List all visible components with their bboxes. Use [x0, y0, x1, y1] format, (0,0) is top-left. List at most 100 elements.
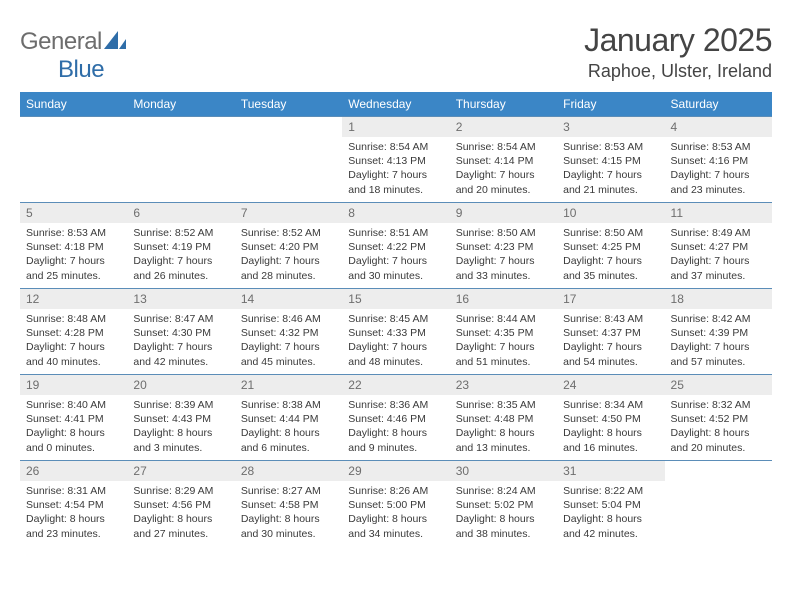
- day-details: Sunrise: 8:53 AMSunset: 4:16 PMDaylight:…: [665, 137, 772, 201]
- day-details: Sunrise: 8:51 AMSunset: 4:22 PMDaylight:…: [342, 223, 449, 287]
- calendar-day-cell: [127, 117, 234, 203]
- calendar-week-row: 12Sunrise: 8:48 AMSunset: 4:28 PMDayligh…: [20, 289, 772, 375]
- day-number: 5: [20, 203, 127, 223]
- calendar-day-cell: [235, 117, 342, 203]
- day-details: Sunrise: 8:35 AMSunset: 4:48 PMDaylight:…: [450, 395, 557, 459]
- day-details: Sunrise: 8:44 AMSunset: 4:35 PMDaylight:…: [450, 309, 557, 373]
- calendar-day-cell: 22Sunrise: 8:36 AMSunset: 4:46 PMDayligh…: [342, 375, 449, 461]
- calendar-day-cell: 19Sunrise: 8:40 AMSunset: 4:41 PMDayligh…: [20, 375, 127, 461]
- calendar-day-cell: 7Sunrise: 8:52 AMSunset: 4:20 PMDaylight…: [235, 203, 342, 289]
- day-details: Sunrise: 8:45 AMSunset: 4:33 PMDaylight:…: [342, 309, 449, 373]
- day-number: 29: [342, 461, 449, 481]
- calendar-day-cell: [20, 117, 127, 203]
- logo: General Blue: [20, 28, 126, 84]
- logo-text-blue: Blue: [58, 56, 104, 83]
- day-number: 16: [450, 289, 557, 309]
- day-number: 2: [450, 117, 557, 137]
- day-details: Sunrise: 8:31 AMSunset: 4:54 PMDaylight:…: [20, 481, 127, 545]
- day-details: Sunrise: 8:32 AMSunset: 4:52 PMDaylight:…: [665, 395, 772, 459]
- day-details: Sunrise: 8:22 AMSunset: 5:04 PMDaylight:…: [557, 481, 664, 545]
- day-number: 13: [127, 289, 234, 309]
- calendar-day-cell: 1Sunrise: 8:54 AMSunset: 4:13 PMDaylight…: [342, 117, 449, 203]
- day-number: 6: [127, 203, 234, 223]
- calendar-day-cell: 8Sunrise: 8:51 AMSunset: 4:22 PMDaylight…: [342, 203, 449, 289]
- day-details: Sunrise: 8:52 AMSunset: 4:19 PMDaylight:…: [127, 223, 234, 287]
- day-details: Sunrise: 8:36 AMSunset: 4:46 PMDaylight:…: [342, 395, 449, 459]
- calendar-day-cell: 13Sunrise: 8:47 AMSunset: 4:30 PMDayligh…: [127, 289, 234, 375]
- weekday-header: Wednesday: [342, 92, 449, 117]
- day-number: 14: [235, 289, 342, 309]
- calendar-day-cell: 11Sunrise: 8:49 AMSunset: 4:27 PMDayligh…: [665, 203, 772, 289]
- calendar-table: SundayMondayTuesdayWednesdayThursdayFrid…: [20, 92, 772, 547]
- day-details: Sunrise: 8:26 AMSunset: 5:00 PMDaylight:…: [342, 481, 449, 545]
- day-details: Sunrise: 8:47 AMSunset: 4:30 PMDaylight:…: [127, 309, 234, 373]
- month-title: January 2025: [584, 22, 772, 59]
- calendar-week-row: 5Sunrise: 8:53 AMSunset: 4:18 PMDaylight…: [20, 203, 772, 289]
- day-details: Sunrise: 8:54 AMSunset: 4:13 PMDaylight:…: [342, 137, 449, 201]
- day-number: 19: [20, 375, 127, 395]
- weekday-header: Saturday: [665, 92, 772, 117]
- weekday-header: Thursday: [450, 92, 557, 117]
- day-number: 10: [557, 203, 664, 223]
- day-details: Sunrise: 8:42 AMSunset: 4:39 PMDaylight:…: [665, 309, 772, 373]
- weekday-header: Tuesday: [235, 92, 342, 117]
- day-details: Sunrise: 8:53 AMSunset: 4:18 PMDaylight:…: [20, 223, 127, 287]
- calendar-day-cell: 14Sunrise: 8:46 AMSunset: 4:32 PMDayligh…: [235, 289, 342, 375]
- calendar-day-cell: 23Sunrise: 8:35 AMSunset: 4:48 PMDayligh…: [450, 375, 557, 461]
- day-details: Sunrise: 8:38 AMSunset: 4:44 PMDaylight:…: [235, 395, 342, 459]
- day-number: 17: [557, 289, 664, 309]
- day-number: 3: [557, 117, 664, 137]
- day-number: 23: [450, 375, 557, 395]
- weekday-header: Friday: [557, 92, 664, 117]
- day-details: Sunrise: 8:50 AMSunset: 4:25 PMDaylight:…: [557, 223, 664, 287]
- day-details: Sunrise: 8:24 AMSunset: 5:02 PMDaylight:…: [450, 481, 557, 545]
- day-number: 15: [342, 289, 449, 309]
- day-details: Sunrise: 8:49 AMSunset: 4:27 PMDaylight:…: [665, 223, 772, 287]
- day-number: 11: [665, 203, 772, 223]
- title-block: January 2025 Raphoe, Ulster, Ireland: [584, 22, 772, 82]
- calendar-week-row: 1Sunrise: 8:54 AMSunset: 4:13 PMDaylight…: [20, 117, 772, 203]
- calendar-day-cell: 27Sunrise: 8:29 AMSunset: 4:56 PMDayligh…: [127, 461, 234, 547]
- calendar-day-cell: 12Sunrise: 8:48 AMSunset: 4:28 PMDayligh…: [20, 289, 127, 375]
- calendar-day-cell: 20Sunrise: 8:39 AMSunset: 4:43 PMDayligh…: [127, 375, 234, 461]
- calendar-day-cell: 17Sunrise: 8:43 AMSunset: 4:37 PMDayligh…: [557, 289, 664, 375]
- day-number: 18: [665, 289, 772, 309]
- day-number: 26: [20, 461, 127, 481]
- day-details: Sunrise: 8:40 AMSunset: 4:41 PMDaylight:…: [20, 395, 127, 459]
- day-details: Sunrise: 8:27 AMSunset: 4:58 PMDaylight:…: [235, 481, 342, 545]
- location: Raphoe, Ulster, Ireland: [584, 61, 772, 82]
- calendar-day-cell: 18Sunrise: 8:42 AMSunset: 4:39 PMDayligh…: [665, 289, 772, 375]
- calendar-day-cell: 28Sunrise: 8:27 AMSunset: 4:58 PMDayligh…: [235, 461, 342, 547]
- weekday-header-row: SundayMondayTuesdayWednesdayThursdayFrid…: [20, 92, 772, 117]
- calendar-day-cell: 3Sunrise: 8:53 AMSunset: 4:15 PMDaylight…: [557, 117, 664, 203]
- calendar-day-cell: 10Sunrise: 8:50 AMSunset: 4:25 PMDayligh…: [557, 203, 664, 289]
- calendar-week-row: 26Sunrise: 8:31 AMSunset: 4:54 PMDayligh…: [20, 461, 772, 547]
- day-number: 21: [235, 375, 342, 395]
- calendar-day-cell: 15Sunrise: 8:45 AMSunset: 4:33 PMDayligh…: [342, 289, 449, 375]
- day-details: Sunrise: 8:29 AMSunset: 4:56 PMDaylight:…: [127, 481, 234, 545]
- day-number: 4: [665, 117, 772, 137]
- calendar-day-cell: 24Sunrise: 8:34 AMSunset: 4:50 PMDayligh…: [557, 375, 664, 461]
- day-details: Sunrise: 8:54 AMSunset: 4:14 PMDaylight:…: [450, 137, 557, 201]
- calendar-day-cell: 2Sunrise: 8:54 AMSunset: 4:14 PMDaylight…: [450, 117, 557, 203]
- calendar-day-cell: 25Sunrise: 8:32 AMSunset: 4:52 PMDayligh…: [665, 375, 772, 461]
- calendar-day-cell: 29Sunrise: 8:26 AMSunset: 5:00 PMDayligh…: [342, 461, 449, 547]
- day-number: 1: [342, 117, 449, 137]
- day-details: Sunrise: 8:43 AMSunset: 4:37 PMDaylight:…: [557, 309, 664, 373]
- calendar-day-cell: 5Sunrise: 8:53 AMSunset: 4:18 PMDaylight…: [20, 203, 127, 289]
- header: General Blue January 2025 Raphoe, Ulster…: [20, 22, 772, 84]
- calendar-day-cell: 16Sunrise: 8:44 AMSunset: 4:35 PMDayligh…: [450, 289, 557, 375]
- day-details: Sunrise: 8:53 AMSunset: 4:15 PMDaylight:…: [557, 137, 664, 201]
- day-details: Sunrise: 8:50 AMSunset: 4:23 PMDaylight:…: [450, 223, 557, 287]
- calendar-day-cell: [665, 461, 772, 547]
- day-number: 8: [342, 203, 449, 223]
- day-number: 25: [665, 375, 772, 395]
- logo-text-general: General: [20, 28, 102, 55]
- day-number: 20: [127, 375, 234, 395]
- logo-sail-icon: [104, 28, 126, 55]
- calendar-day-cell: 4Sunrise: 8:53 AMSunset: 4:16 PMDaylight…: [665, 117, 772, 203]
- calendar-day-cell: 30Sunrise: 8:24 AMSunset: 5:02 PMDayligh…: [450, 461, 557, 547]
- weekday-header: Sunday: [20, 92, 127, 117]
- calendar-day-cell: 9Sunrise: 8:50 AMSunset: 4:23 PMDaylight…: [450, 203, 557, 289]
- day-details: Sunrise: 8:52 AMSunset: 4:20 PMDaylight:…: [235, 223, 342, 287]
